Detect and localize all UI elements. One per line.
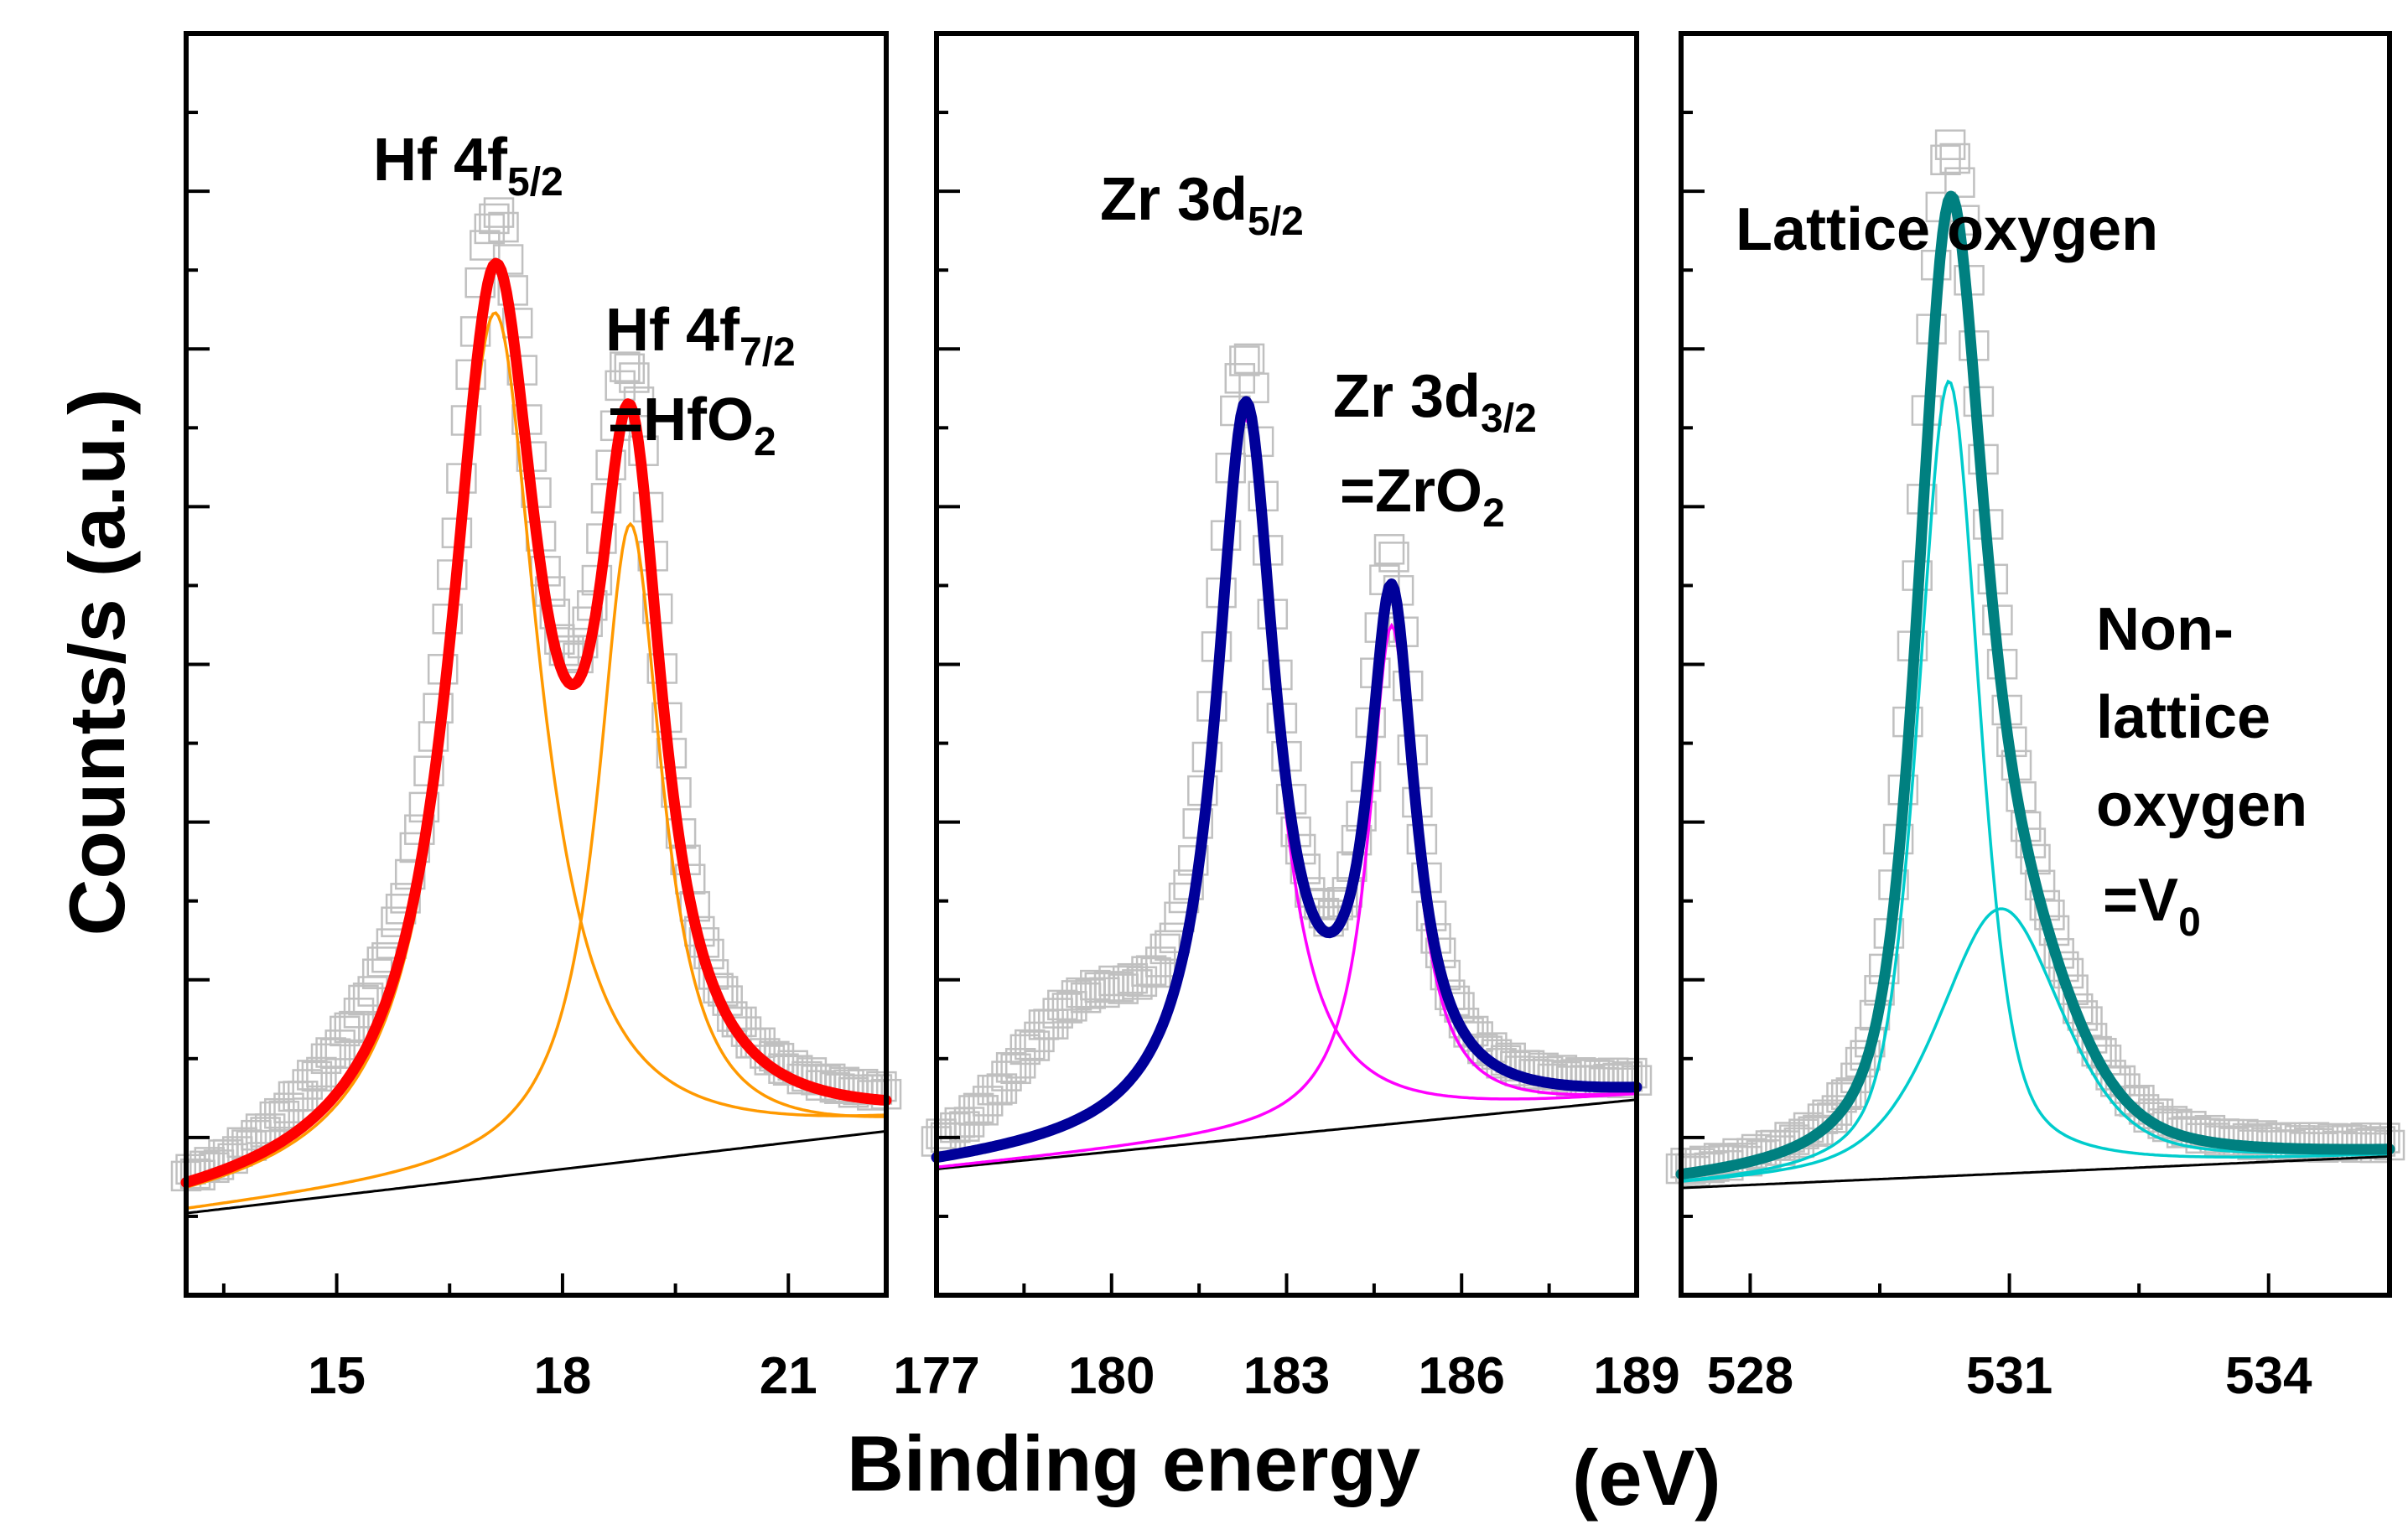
annotation-zr-3d32: Zr 3d3/2 xyxy=(1333,363,1537,441)
series-background xyxy=(185,1129,887,1215)
annotation-hf-4f72: Hf 4f7/2 xyxy=(605,297,796,375)
series-measured xyxy=(1665,129,2405,1187)
annotation-non: Non- xyxy=(2096,596,2234,663)
annotation-oxygen: oxygen xyxy=(2096,772,2307,839)
panel-hf-4f: 15 18 21 Hf 4f5/2 Hf 4f7/2 =HfO2 xyxy=(170,31,902,1405)
series-component-peak-2 xyxy=(936,622,1637,1169)
x-tick-label: 180 xyxy=(1068,1347,1155,1405)
x-tick-label: 177 xyxy=(893,1347,979,1405)
panel-zr-3d: 177 180 183 186 189 Zr 3d5/2 Zr 3d3/2 =ZrO2 xyxy=(893,31,1680,1405)
annotation-v0: =V0 xyxy=(2103,867,2201,945)
x-tick-label: 534 xyxy=(2225,1347,2312,1405)
annotation-lattice-oxygen: Lattice oxygen xyxy=(1736,196,2158,263)
series-fit-envelope xyxy=(180,257,892,1188)
measured-point xyxy=(619,362,650,393)
measured-point xyxy=(479,203,510,235)
panel-o-1s: 528 531 534 Lattice oxygen Non- lattice ox… xyxy=(1665,31,2405,1405)
x-tick-label: 183 xyxy=(1243,1347,1330,1405)
annotation-zr-3d52: Zr 3d5/2 xyxy=(1100,166,1304,244)
x-tick-label: 189 xyxy=(1593,1347,1679,1405)
measured-point xyxy=(1939,143,1970,174)
x-tick-label: 186 xyxy=(1419,1347,1505,1405)
x-tick-label: 531 xyxy=(1966,1347,2053,1405)
x-axis-title: Binding energy xyxy=(847,1419,1420,1507)
y-axis-title: Counts/s (a.u.) xyxy=(53,389,141,936)
series-component-peak-1 xyxy=(1680,379,2390,1183)
x-tick-label: 18 xyxy=(533,1347,591,1405)
series-component-peak-1 xyxy=(185,311,887,1189)
plot-frame xyxy=(184,31,889,1298)
annotation-zro2: =ZrO2 xyxy=(1340,458,1505,536)
measured-point xyxy=(399,832,431,863)
x-tick-label: 21 xyxy=(760,1347,817,1405)
series-fit-envelope xyxy=(1675,190,2395,1180)
measured-point xyxy=(1229,345,1260,376)
measured-point xyxy=(488,211,519,243)
measured-point xyxy=(1373,534,1405,565)
annotation-hfo2: =HfO2 xyxy=(608,386,776,464)
x-axis-unit: (eV) xyxy=(1572,1434,1721,1522)
measured-point xyxy=(610,351,641,382)
series-background xyxy=(936,1098,1637,1170)
measured-point xyxy=(394,858,426,890)
x-tick-label: 528 xyxy=(1707,1347,1793,1405)
measured-point xyxy=(1238,372,1269,403)
measured-point xyxy=(614,353,646,385)
series-component-peak-2 xyxy=(185,521,886,1211)
series-measured xyxy=(170,197,902,1192)
series-component-peak-2 xyxy=(1680,907,2390,1183)
series-background xyxy=(1680,1155,2390,1190)
x-tick-label: 15 xyxy=(308,1347,366,1405)
measured-point xyxy=(1378,542,1409,573)
measured-point xyxy=(1944,167,1975,198)
annotation-hf-4f52: Hf 4f5/2 xyxy=(373,127,563,205)
annotation-lattice: lattice xyxy=(2096,684,2270,751)
series-fit-envelope xyxy=(931,396,1643,1164)
